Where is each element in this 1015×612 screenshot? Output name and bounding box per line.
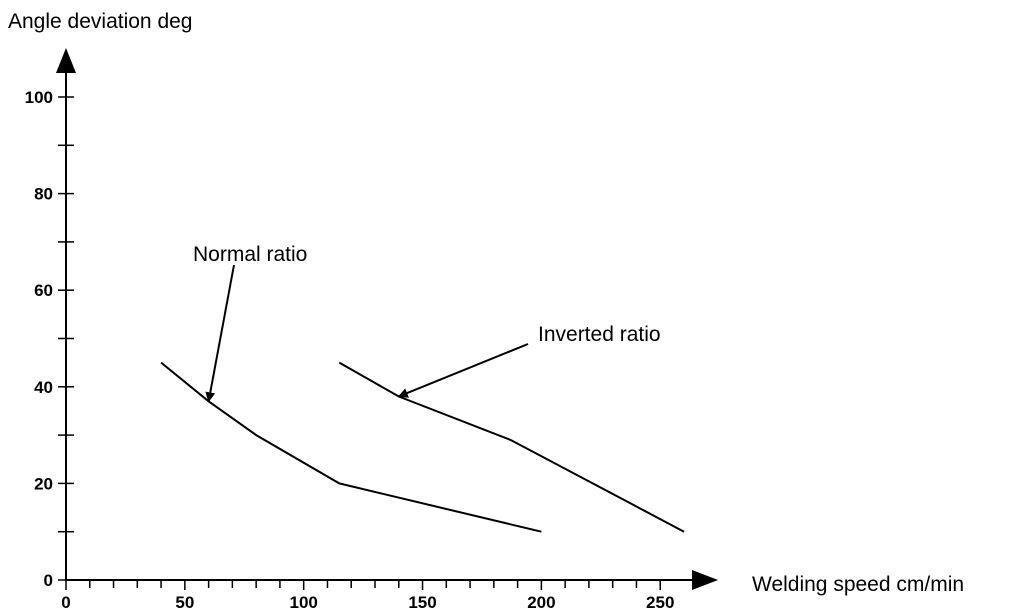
y-tick-label: 20 xyxy=(34,474,53,493)
x-ticks: 0 50 100 150 200 250 xyxy=(61,580,674,612)
x-tick-label: 50 xyxy=(175,593,194,612)
x-tick-label: 100 xyxy=(290,593,318,612)
y-tick-label: 60 xyxy=(34,281,53,300)
normal-ratio-annotation-arrow xyxy=(205,264,235,403)
x-axis-title: Welding speed cm/min xyxy=(752,573,964,596)
y-tick-label: 100 xyxy=(25,88,53,107)
series-inverted-ratio-line xyxy=(338,361,685,533)
inverted-ratio-annotation-arrow xyxy=(397,343,529,398)
y-axis-title: Angle deviation deg xyxy=(8,10,192,33)
x-axis-arrow xyxy=(692,570,718,590)
y-ticks: 0 20 40 60 80 100 xyxy=(25,88,74,590)
y-axis-arrow xyxy=(56,48,76,73)
inverted-ratio-annotation-label: Inverted ratio xyxy=(538,323,661,346)
x-tick-label: 150 xyxy=(408,593,436,612)
normal-ratio-annotation-label: Normal ratio xyxy=(193,243,307,266)
y-tick-label: 40 xyxy=(34,378,53,397)
series-normal-ratio-line xyxy=(160,361,542,533)
y-tick-label: 0 xyxy=(44,571,53,590)
x-tick-label: 250 xyxy=(646,593,674,612)
y-tick-label: 80 xyxy=(34,185,53,204)
x-tick-label: 0 xyxy=(61,593,70,612)
x-tick-label: 200 xyxy=(527,593,555,612)
